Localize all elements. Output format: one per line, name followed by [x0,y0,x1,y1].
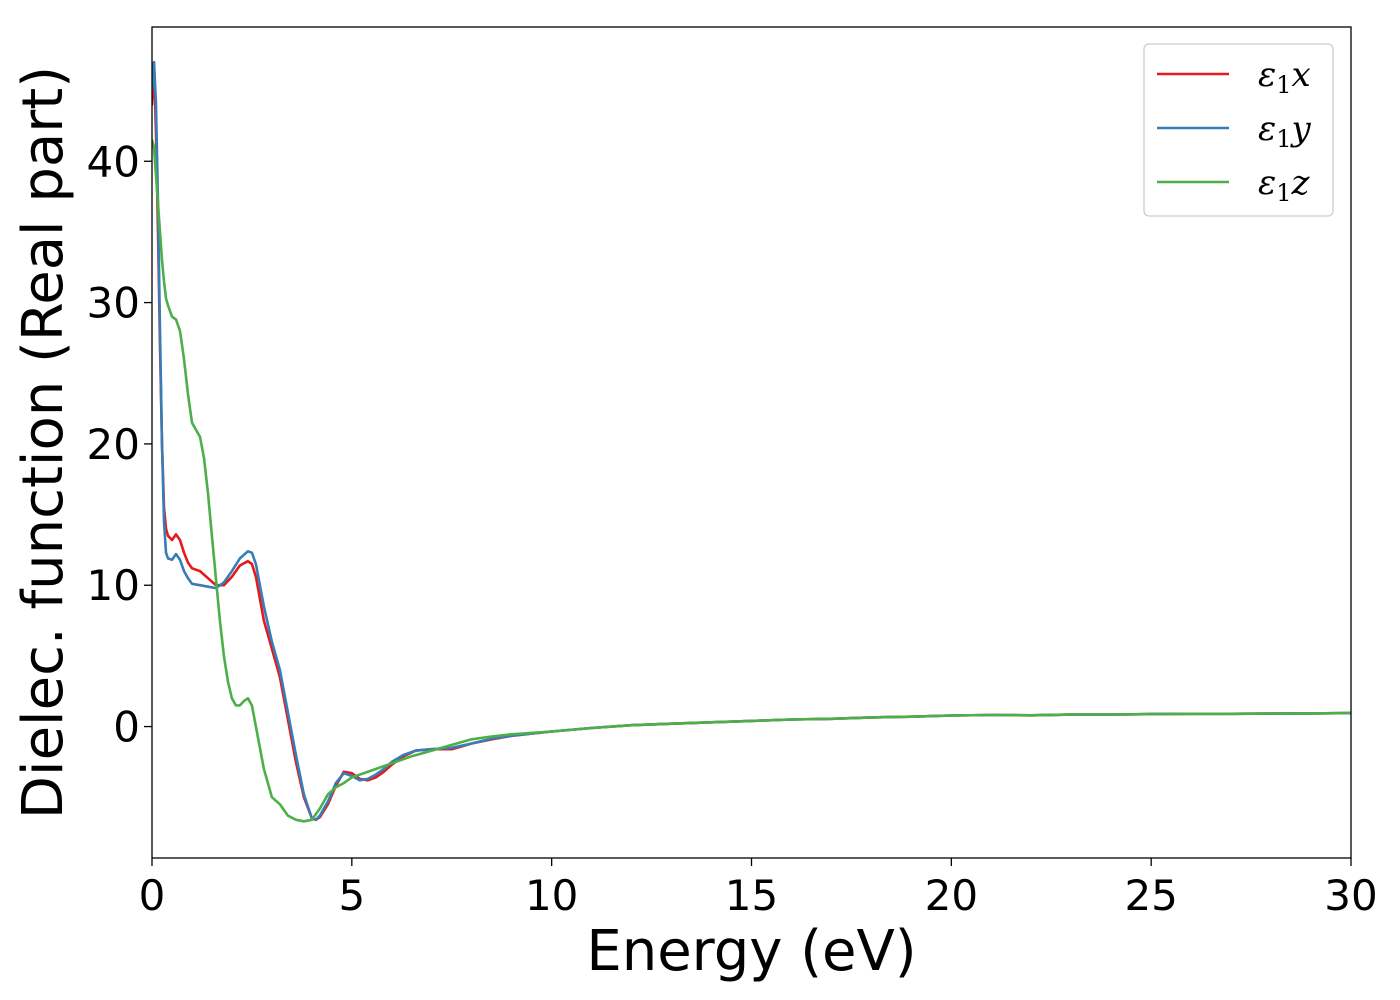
x-tick-label: 25 [1124,871,1177,920]
legend-label: ε1x [1258,55,1311,99]
series-line-ε1z [152,138,1351,823]
y-tick-label: 30 [87,279,140,328]
plot-area [152,61,1351,823]
x-tick-label: 15 [725,871,778,920]
plot-frame [151,26,1352,859]
legend: ε1x ε1y ε1z [1143,43,1334,217]
x-tick-label: 20 [925,871,978,920]
x-axis: 0 5 10 15 20 25 30 [139,858,1378,920]
y-tick-label: 0 [113,703,140,752]
x-tick-label: 10 [525,871,578,920]
y-axis-label: Dielec. function (Real part) [11,66,76,819]
y-tick-label: 10 [87,561,140,610]
y-tick-label: 20 [87,420,140,469]
x-tick-label: 30 [1324,871,1377,920]
y-tick-label: 40 [87,137,140,186]
legend-label: ε1y [1258,109,1312,153]
y-axis: 0 10 20 30 40 [87,137,152,752]
legend-box [1143,43,1334,217]
x-tick-label: 0 [139,871,166,920]
x-tick-label: 5 [338,871,365,920]
x-axis-label: Energy (eV) [586,919,916,984]
legend-label: ε1z [1258,163,1311,207]
